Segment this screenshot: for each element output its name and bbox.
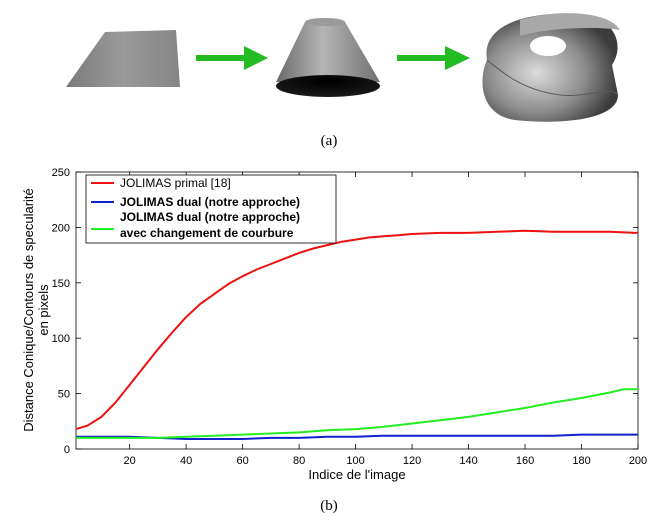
x-tick-label: 140	[459, 455, 477, 467]
panel-a-caption: (a)	[321, 133, 338, 149]
x-axis: 20 40 60 80 100 120 140 160 180 200	[124, 172, 647, 467]
y-axis-label: Distance Conique/Contours de specularité	[21, 188, 36, 432]
x-tick-label: 200	[629, 455, 647, 467]
legend-label-primal: JOLIMAS primal [18]	[120, 176, 231, 190]
legend: JOLIMAS primal [18] JOLIMAS dual (notre …	[85, 174, 337, 244]
panel-a: (a)	[66, 13, 620, 149]
x-tick-label: 120	[403, 455, 421, 467]
x-tick-label: 60	[236, 455, 248, 467]
y-tick-label: 200	[52, 222, 70, 234]
legend-label-dual: JOLIMAS dual (notre approche)	[120, 195, 300, 209]
series-layer	[75, 229, 639, 440]
x-tick-label: 20	[124, 455, 136, 467]
legend-label-dual-curvature: JOLIMAS dual (notre approche)	[120, 210, 300, 224]
rolled-tube-shape	[482, 13, 620, 122]
y-tick-label: 150	[52, 278, 70, 290]
x-tick-label: 100	[346, 455, 364, 467]
x-tick-label: 180	[572, 455, 590, 467]
y-axis-label: en pixels	[36, 284, 51, 336]
y-tick-label: 50	[58, 389, 70, 401]
arrow-icon	[196, 46, 268, 70]
y-tick-label: 100	[52, 333, 70, 345]
y-tick-label: 0	[64, 444, 70, 456]
x-tick-label: 40	[180, 455, 192, 467]
y-axis: 0 50 100 150 200 250	[52, 167, 638, 456]
y-tick-label: 250	[52, 167, 70, 179]
x-tick-label: 80	[293, 455, 305, 467]
truncated-cone-shape	[276, 18, 380, 97]
legend-label-dual-curvature: avec changement de courbure	[120, 226, 294, 240]
x-axis-label: Indice de l'image	[308, 467, 405, 482]
x-tick-label: 160	[516, 455, 534, 467]
flat-sheet-shape	[66, 30, 180, 87]
series-line-dual-curvature	[76, 388, 638, 439]
chart: 20 40 60 80 100 120 140 160 180 200 0501001502002…	[21, 167, 647, 482]
legend-box	[85, 174, 337, 244]
arrow-icon	[397, 46, 470, 70]
panel-b-caption: (b)	[320, 498, 338, 514]
series-line-primal	[75, 229, 639, 431]
